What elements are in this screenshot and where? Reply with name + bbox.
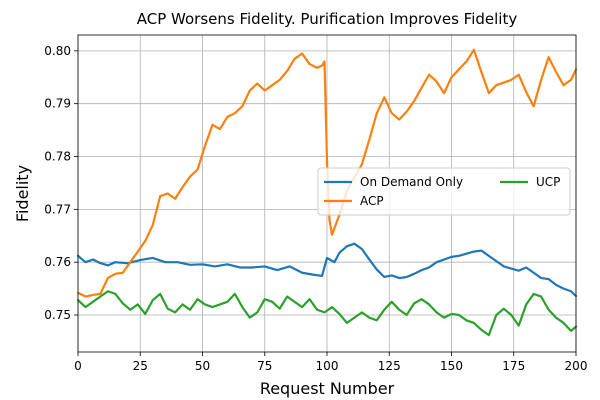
y-tick-label: 0.79 bbox=[44, 97, 71, 111]
x-tick-label: 75 bbox=[257, 359, 272, 373]
x-axis-label: Request Number bbox=[260, 379, 395, 398]
y-axis: 0.75 0.76 0.77 0.78 0.79 0.80 bbox=[44, 44, 78, 322]
x-tick-label: 100 bbox=[316, 359, 339, 373]
series-line-on-demand-only bbox=[76, 242, 578, 298]
y-tick-label: 0.76 bbox=[44, 255, 71, 269]
y-tick-label: 0.80 bbox=[44, 44, 71, 58]
series-layer bbox=[76, 48, 578, 337]
x-tick-label: 150 bbox=[440, 359, 463, 373]
chart-title: ACP Worsens Fidelity. Purification Impro… bbox=[137, 10, 518, 28]
x-tick-label: 125 bbox=[378, 359, 401, 373]
x-tick-label: 200 bbox=[565, 359, 588, 373]
x-tick-label: 0 bbox=[74, 359, 82, 373]
legend: On Demand Only ACP UCP bbox=[317, 167, 571, 216]
x-axis: 0 25 50 75 100 125 150 175 200 bbox=[74, 352, 587, 373]
legend-label-acp: ACP bbox=[360, 194, 384, 208]
x-tick-label: 50 bbox=[195, 359, 210, 373]
y-tick-label: 0.75 bbox=[44, 308, 71, 322]
legend-box bbox=[317, 167, 571, 216]
x-tick-label: 25 bbox=[133, 359, 148, 373]
series-line-acp bbox=[76, 48, 578, 298]
y-axis-label: Fidelity bbox=[13, 165, 32, 222]
x-tick-label: 175 bbox=[502, 359, 525, 373]
series-line-ucp bbox=[76, 290, 578, 337]
legend-label-ucp: UCP bbox=[536, 175, 560, 189]
y-tick-label: 0.77 bbox=[44, 202, 71, 216]
legend-label-on-demand-only: On Demand Only bbox=[360, 175, 463, 189]
y-tick-label: 0.78 bbox=[44, 150, 71, 164]
